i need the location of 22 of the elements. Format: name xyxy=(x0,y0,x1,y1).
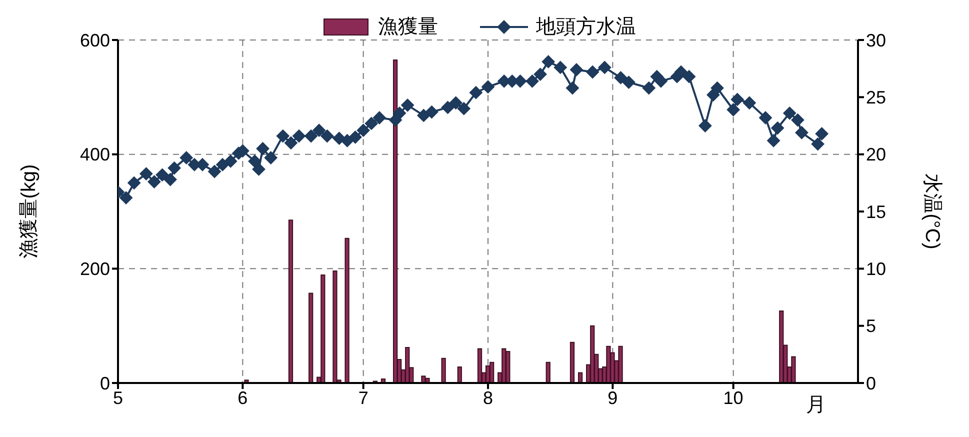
x-axis-title: 月 xyxy=(806,394,826,416)
x-tick-label: 6 xyxy=(238,388,248,408)
x-tick-label: 8 xyxy=(482,388,494,408)
x-tick-label: 7 xyxy=(358,388,368,408)
y2-tick-label: 20 xyxy=(866,144,886,165)
y2-tick-label: 15 xyxy=(866,202,886,222)
y-tick-label: 400 xyxy=(80,144,110,165)
x-tick-label: 9 xyxy=(608,388,618,408)
y2-tick-label: 10 xyxy=(866,259,886,280)
y2-tick-label: 0 xyxy=(866,373,876,394)
y-axis-title: 漁獲量(kg) xyxy=(18,164,40,259)
y2-tick-label: 25 xyxy=(866,88,886,108)
y2-tick-label: 5 xyxy=(866,316,876,336)
y-tick-label: 0 xyxy=(100,373,110,394)
y2-axis-title: 水温(°C) xyxy=(920,174,943,250)
legend-label: 漁獲量 xyxy=(378,15,438,40)
x-tick-label: 5 xyxy=(112,388,124,408)
y2-tick-label: 30 xyxy=(866,30,886,50)
legend-label: 地頭方水温 xyxy=(536,15,636,40)
y-tick-label: 200 xyxy=(80,259,110,280)
y-tick-label: 600 xyxy=(80,30,110,50)
x-tick-label: 10 xyxy=(723,388,744,408)
